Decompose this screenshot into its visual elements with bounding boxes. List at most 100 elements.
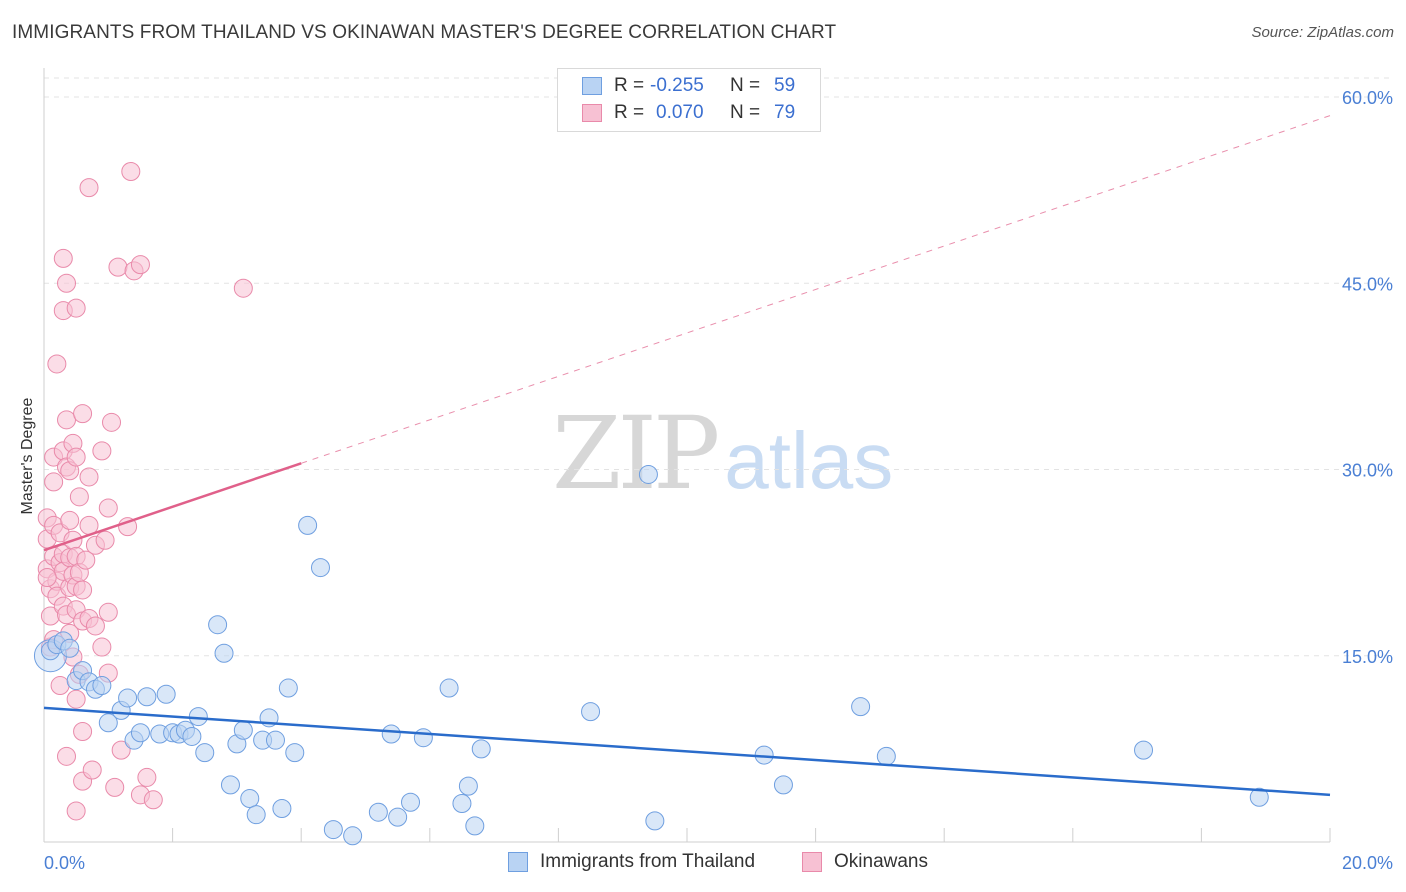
thailand-point	[381, 724, 401, 744]
x-tick-label: 0.0%	[44, 853, 85, 873]
okinawans-point	[73, 580, 93, 600]
grid-lines	[44, 77, 1392, 657]
okinawans-point	[69, 487, 89, 507]
thailand-point	[1134, 740, 1154, 760]
legend-n-label: N =	[730, 102, 761, 123]
thailand-point	[60, 638, 80, 658]
okinawans-point	[76, 550, 96, 570]
trend-lines	[43, 115, 1331, 797]
thailand-point	[458, 776, 478, 796]
okinawans-point	[66, 801, 86, 821]
legend-swatch-pink	[582, 104, 602, 122]
source-label: Source: ZipAtlas.com	[1251, 24, 1394, 41]
thailand-point	[240, 789, 260, 809]
okinawans-point	[143, 790, 163, 810]
thailand-point	[851, 697, 871, 717]
okinawans-point	[44, 472, 64, 492]
thailand-point	[581, 702, 601, 722]
legend-row-okinawans: R = 0.070 N = 79	[582, 100, 795, 126]
thailand-point	[452, 794, 472, 814]
okinawans-point	[82, 760, 102, 780]
thailand-point	[1249, 787, 1269, 807]
okinawans-point	[121, 162, 141, 181]
okinawans-point	[105, 777, 125, 797]
okinawans-point	[130, 255, 150, 275]
thailand-point	[137, 687, 157, 707]
okinawans-trend-line	[43, 462, 302, 552]
watermark-zip: ZIP	[552, 395, 720, 512]
okinawans-point	[57, 746, 77, 766]
okinawans-point	[79, 178, 99, 198]
legend-r-value: -0.255	[650, 75, 704, 96]
okinawans-point	[66, 689, 86, 709]
thailand-point	[638, 464, 658, 484]
stats-legend: R = -0.255 N = 59 R = 0.070 N = 79	[557, 68, 821, 132]
thailand-point	[246, 805, 266, 825]
thailand-point	[323, 820, 343, 840]
okinawans-point	[95, 530, 115, 550]
thailand-point	[388, 807, 408, 827]
okinawans-point	[233, 278, 253, 298]
watermark-atlas: atlas	[724, 416, 894, 505]
thailand-point	[98, 713, 118, 733]
thailand-point	[195, 743, 215, 763]
watermark: ZIP atlas	[552, 395, 893, 512]
thailand-point	[773, 775, 793, 795]
okinawans-point	[73, 404, 93, 424]
legend-n-value: 59	[774, 75, 796, 96]
okinawans-points	[37, 162, 253, 821]
okinawans-point	[57, 410, 77, 430]
legend-item-okinawans: Okinawans	[802, 851, 928, 873]
thailand-point	[188, 707, 208, 727]
tick-labels: 15.0% 30.0% 45.0% 60.0% 0.0% 20.0%	[44, 88, 1393, 873]
axes	[43, 68, 1331, 843]
okinawans-point	[111, 740, 131, 760]
thailand-point	[413, 728, 433, 748]
thailand-point	[272, 798, 292, 818]
thailand-point	[285, 743, 305, 763]
thailand-point	[265, 730, 285, 750]
thailand-point	[118, 688, 138, 708]
okinawans-point	[66, 447, 86, 467]
legend-label-okinawans: Okinawans	[834, 851, 928, 872]
thailand-point	[368, 802, 388, 822]
okinawans-point	[98, 498, 118, 518]
thailand-point	[343, 826, 363, 846]
y-tick-label: 15.0%	[1342, 647, 1393, 667]
thailand-points	[33, 464, 1269, 846]
legend-label-thailand: Immigrants from Thailand	[540, 851, 756, 872]
okinawans-point	[137, 767, 157, 787]
thailand-trend-line	[43, 706, 1331, 797]
thailand-point	[130, 723, 150, 743]
legend-r-label: R =	[614, 102, 645, 123]
y-tick-label: 30.0%	[1342, 461, 1393, 481]
thailand-point	[298, 515, 318, 535]
legend-swatch-okinawans	[802, 852, 822, 872]
okinawans-point	[118, 517, 138, 537]
okinawans-point	[47, 354, 67, 374]
legend-swatch-blue	[582, 77, 602, 95]
okinawans-point	[98, 602, 118, 622]
thailand-point	[214, 643, 234, 663]
legend-r-label: R =	[614, 75, 645, 96]
thailand-point	[465, 816, 485, 836]
x-tick-label: 20.0%	[1342, 853, 1393, 873]
thailand-point	[876, 746, 896, 766]
thailand-point	[401, 792, 421, 812]
okinawans-point	[79, 467, 99, 487]
okinawans-point	[92, 637, 112, 657]
legend-swatch-thailand	[508, 852, 528, 872]
y-tick-label: 60.0%	[1342, 88, 1393, 108]
thailand-point	[220, 775, 240, 795]
thailand-point	[233, 720, 253, 740]
thailand-point	[439, 678, 459, 698]
thailand-point	[208, 615, 228, 635]
thailand-point	[92, 676, 112, 696]
series-legend: Immigrants from Thailand Okinawans	[0, 851, 1406, 879]
thailand-point	[156, 684, 176, 704]
legend-r-value: 0.070	[656, 102, 704, 123]
okinawans-point	[60, 510, 80, 530]
okinawans-point	[66, 298, 86, 318]
okinawans-trend-extension	[301, 115, 1331, 464]
